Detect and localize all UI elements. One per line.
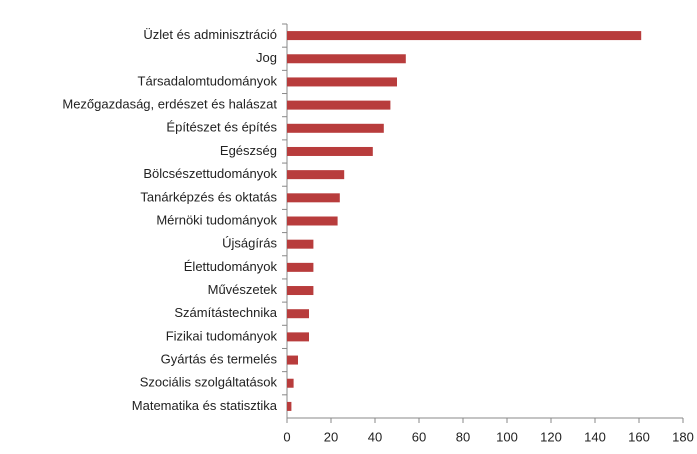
x-tick-label: 0: [283, 429, 290, 444]
bar: [287, 123, 384, 133]
bar: [287, 401, 292, 411]
bar: [287, 378, 294, 388]
x-tick-label: 180: [672, 429, 694, 444]
y-tick-label: Gyártás és termelés: [161, 351, 278, 366]
y-tick-label: Művészetek: [208, 282, 278, 297]
y-tick-label: Szociális szolgáltatások: [140, 375, 278, 390]
x-tick-label: 100: [496, 429, 518, 444]
bar: [287, 54, 406, 64]
bar: [287, 77, 397, 87]
y-tick-label: Építészet és építés: [166, 120, 277, 135]
y-tick-label: Matematika és statisztika: [132, 398, 278, 413]
bar: [287, 332, 309, 342]
bar: [287, 170, 345, 180]
y-tick-label: Bölcsészettudományok: [143, 166, 277, 181]
y-tick-label: Mérnöki tudományok: [156, 212, 277, 227]
y-tick-label: Tanárképzés és oktatás: [140, 189, 277, 204]
x-tick-label: 20: [324, 429, 338, 444]
bar: [287, 100, 391, 110]
y-tick-label: Számítástechnika: [174, 305, 277, 320]
y-tick-label: Élettudományok: [184, 259, 278, 274]
x-tick-label: 60: [412, 429, 426, 444]
bar: [287, 286, 314, 296]
bar: [287, 355, 298, 365]
x-tick-label: 40: [368, 429, 382, 444]
x-tick-label: 120: [540, 429, 562, 444]
y-tick-label: Üzlet és adminisztráció: [143, 27, 277, 42]
bar: [287, 216, 338, 226]
y-tick-label: Jog: [256, 50, 277, 65]
y-tick-label: Újságírás: [222, 236, 277, 251]
y-tick-label: Egészség: [220, 143, 277, 158]
bar: [287, 193, 340, 203]
bar: [287, 309, 309, 319]
y-tick-label: Fizikai tudományok: [166, 328, 278, 343]
x-tick-label: 80: [456, 429, 470, 444]
x-tick-label: 140: [584, 429, 606, 444]
bar: [287, 146, 373, 156]
bar: [287, 31, 642, 41]
y-tick-label: Mezőgazdaság, erdészet és halászat: [62, 97, 277, 112]
bar: [287, 262, 314, 272]
y-tick-label: Társadalomtudományok: [138, 73, 278, 88]
x-tick-label: 160: [628, 429, 650, 444]
bar: [287, 239, 314, 249]
